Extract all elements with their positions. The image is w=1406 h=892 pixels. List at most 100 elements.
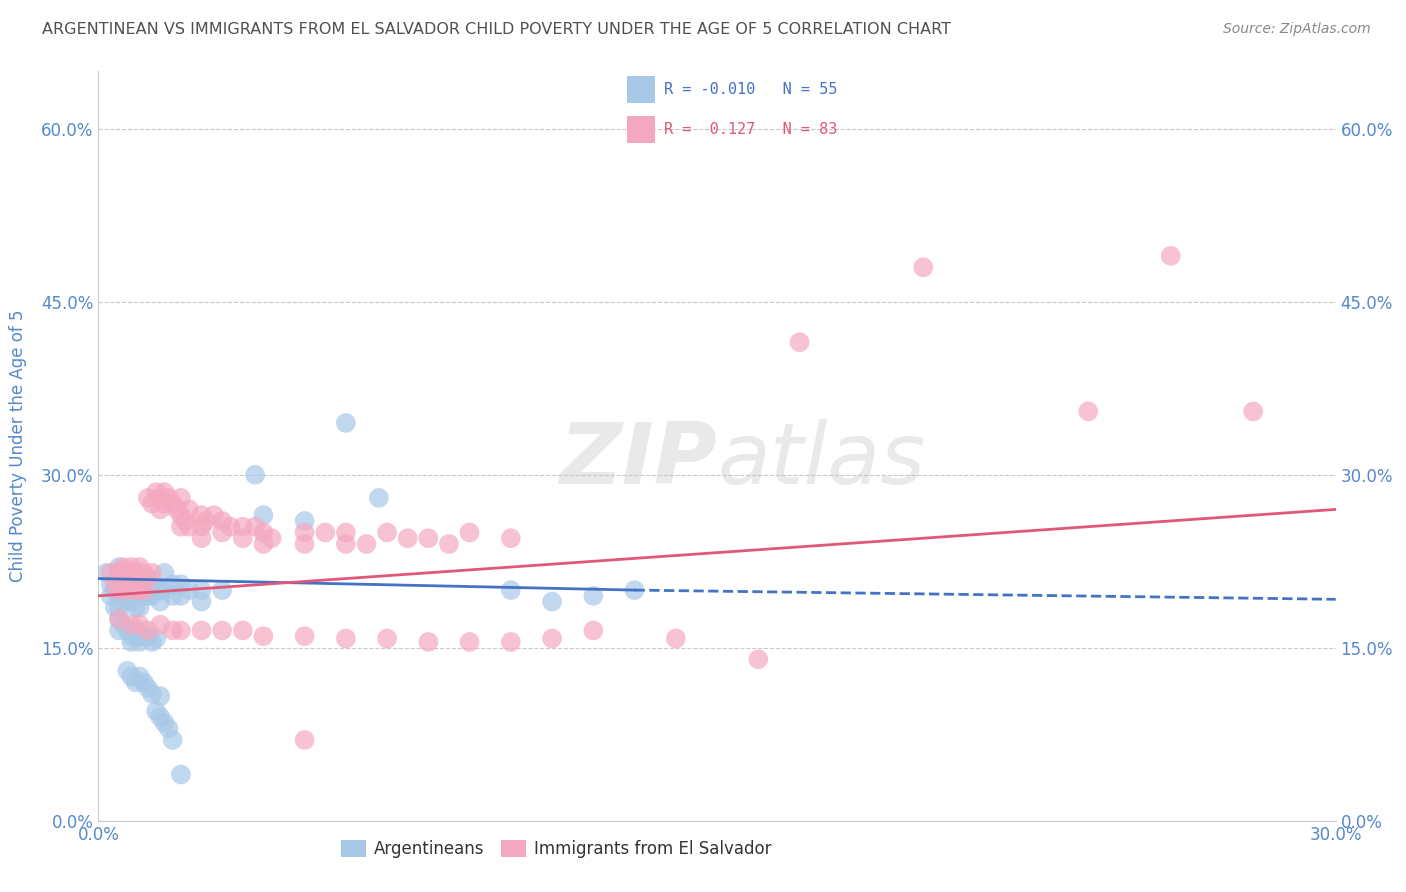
Point: [112, 572, 135, 586]
Point: [162, 733, 184, 747]
Point: [149, 491, 172, 505]
Point: [243, 519, 266, 533]
Point: [108, 612, 131, 626]
Point: [190, 508, 212, 523]
Point: [170, 491, 193, 505]
Point: [117, 589, 139, 603]
Point: [136, 491, 159, 505]
Text: ZIP: ZIP: [560, 419, 717, 502]
Point: [141, 566, 163, 580]
Point: [128, 629, 150, 643]
Point: [132, 675, 155, 690]
Point: [396, 531, 419, 545]
Point: [149, 710, 172, 724]
Point: [170, 508, 193, 523]
Point: [335, 632, 357, 646]
Point: [128, 617, 150, 632]
Point: [356, 537, 378, 551]
Point: [335, 537, 357, 551]
Point: [418, 531, 440, 545]
Point: [174, 514, 197, 528]
Point: [190, 583, 212, 598]
Point: [149, 689, 172, 703]
Point: [145, 485, 167, 500]
Point: [162, 624, 184, 638]
Point: [582, 624, 605, 638]
Point: [211, 525, 233, 540]
Point: [294, 537, 316, 551]
Point: [132, 589, 155, 603]
Point: [211, 583, 233, 598]
Point: [499, 531, 522, 545]
Point: [232, 624, 254, 638]
Point: [437, 537, 460, 551]
Point: [124, 675, 146, 690]
Point: [335, 416, 357, 430]
Text: R =  0.127   N = 83: R = 0.127 N = 83: [664, 122, 837, 137]
Point: [499, 635, 522, 649]
Point: [1077, 404, 1099, 418]
Point: [582, 589, 605, 603]
Point: [108, 600, 131, 615]
Point: [128, 600, 150, 615]
Point: [108, 566, 131, 580]
Point: [294, 525, 316, 540]
Y-axis label: Child Poverty Under the Age of 5: Child Poverty Under the Age of 5: [10, 310, 27, 582]
Point: [149, 502, 172, 516]
Point: [202, 508, 225, 523]
Point: [120, 560, 142, 574]
Point: [120, 669, 142, 683]
Point: [132, 566, 155, 580]
Point: [117, 624, 139, 638]
Point: [104, 583, 127, 598]
Point: [162, 577, 184, 591]
Point: [124, 566, 146, 580]
Point: [153, 583, 176, 598]
Point: [141, 589, 163, 603]
Point: [112, 617, 135, 632]
Point: [128, 635, 150, 649]
Point: [132, 629, 155, 643]
Point: [190, 624, 212, 638]
Point: [1160, 249, 1182, 263]
Point: [132, 583, 155, 598]
Point: [170, 767, 193, 781]
Point: [375, 525, 398, 540]
Point: [128, 560, 150, 574]
Point: [136, 681, 159, 695]
Point: [128, 572, 150, 586]
Point: [120, 617, 142, 632]
Point: [145, 704, 167, 718]
Point: [294, 733, 316, 747]
Point: [141, 635, 163, 649]
Point: [132, 577, 155, 591]
Point: [252, 537, 274, 551]
Point: [170, 624, 193, 638]
Point: [120, 572, 142, 586]
Point: [912, 260, 935, 275]
Point: [211, 514, 233, 528]
Point: [108, 583, 131, 598]
Point: [124, 600, 146, 615]
Point: [665, 632, 688, 646]
Point: [117, 583, 139, 598]
Point: [294, 629, 316, 643]
Point: [141, 497, 163, 511]
Point: [623, 583, 645, 598]
Point: [124, 624, 146, 638]
Point: [541, 632, 564, 646]
Point: [153, 715, 176, 730]
Point: [112, 583, 135, 598]
FancyBboxPatch shape: [627, 116, 655, 143]
Point: [179, 583, 201, 598]
Point: [190, 519, 212, 533]
Point: [136, 629, 159, 643]
Point: [1241, 404, 1264, 418]
Point: [458, 525, 481, 540]
Point: [789, 335, 811, 350]
Point: [260, 531, 283, 545]
Point: [190, 594, 212, 608]
Point: [128, 583, 150, 598]
Point: [128, 572, 150, 586]
Point: [112, 594, 135, 608]
